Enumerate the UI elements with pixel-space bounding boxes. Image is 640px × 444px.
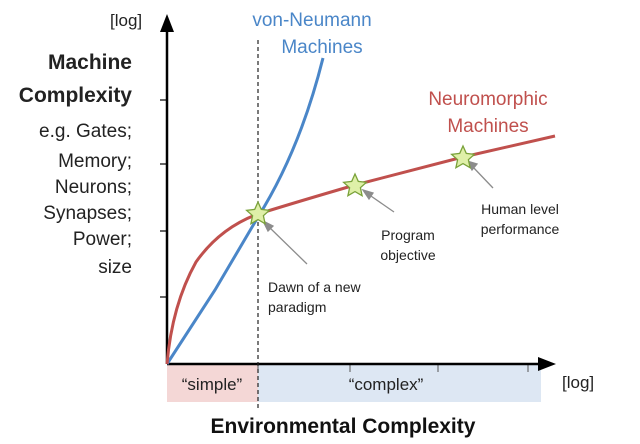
x-scale-label: [log] bbox=[562, 373, 594, 392]
simple-region-label: “simple” bbox=[182, 375, 243, 394]
simple-region bbox=[167, 364, 258, 402]
program-label-line-1: Program bbox=[381, 227, 435, 243]
neuromorphic-label-line-2: Machines bbox=[447, 116, 528, 137]
dawn-label-line-2: paradigm bbox=[268, 299, 326, 315]
von-neumann-curve bbox=[165, 57, 325, 365]
y-axis-detail-line-5: Power; bbox=[72, 229, 132, 250]
y-axis-title-line-2: Complexity bbox=[18, 84, 132, 107]
y-axis-detail-line-3: Neurons; bbox=[54, 177, 132, 198]
complex-region bbox=[258, 364, 541, 402]
human-label-line-1: Human level bbox=[481, 201, 559, 217]
y-axis-detail-line-4: Synapses; bbox=[43, 203, 132, 224]
x-axis-arrowhead bbox=[538, 357, 556, 371]
x-axis-title: Environmental Complexity bbox=[211, 415, 476, 438]
y-axis-detail-line-1: e.g. Gates; bbox=[39, 121, 132, 142]
complex-region-label: “complex” bbox=[349, 375, 424, 394]
annotation-arrows bbox=[261, 159, 494, 265]
star-marker-human bbox=[450, 144, 476, 169]
y-axis-arrowhead bbox=[160, 14, 174, 32]
dawn-label-line-1: Dawn of a new bbox=[268, 279, 361, 295]
von-neumann-label-line-2: Machines bbox=[281, 37, 362, 58]
neuromorphic-curve bbox=[165, 134, 556, 365]
y-axis-detail-line-2: Memory; bbox=[58, 151, 132, 172]
neuromorphic-label-line-1: Neuromorphic bbox=[428, 89, 547, 110]
program-label-line-2: objective bbox=[380, 247, 435, 263]
star-marker-program bbox=[342, 172, 368, 197]
human-label-line-2: performance bbox=[481, 221, 560, 237]
y-axis-title-line-1: Machine bbox=[47, 51, 132, 74]
star-marker-dawn bbox=[245, 200, 271, 225]
y-scale-label: [log] bbox=[110, 11, 142, 30]
von-neumann-label-line-1: von-Neumann bbox=[252, 10, 371, 31]
y-axis-detail-line-6: size bbox=[98, 257, 132, 278]
